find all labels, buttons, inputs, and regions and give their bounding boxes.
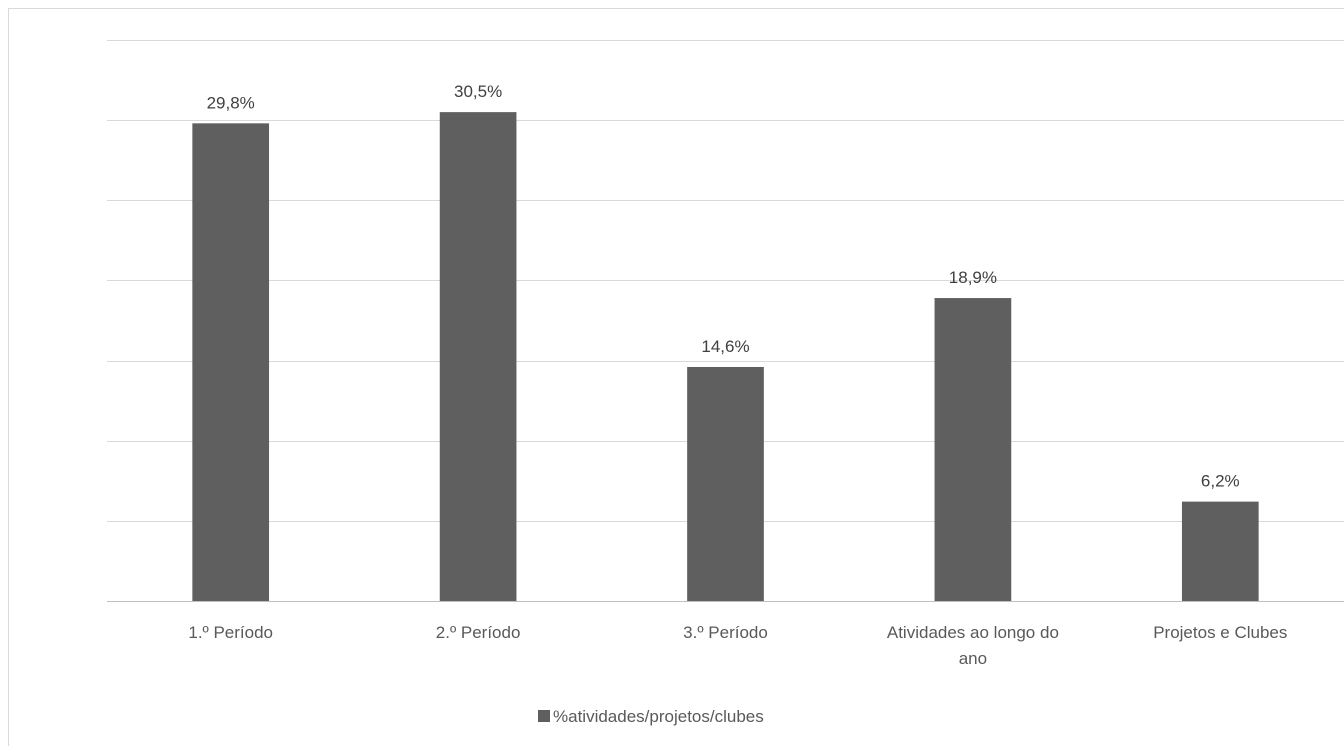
category-label: Atividades ao longo do: [887, 623, 1059, 642]
bars: [192, 112, 1259, 601]
bar: [687, 366, 764, 601]
category-label: 2.º Período: [436, 623, 521, 642]
category-label: Projetos e Clubes: [1153, 623, 1287, 642]
data-label: 30,5%: [454, 82, 502, 101]
data-label: 18,9%: [949, 268, 997, 287]
data-label: 29,8%: [207, 93, 255, 112]
category-labels: 1.º Período 2.º Período 3.º Período Ativida…: [188, 623, 1287, 668]
data-label: 14,6%: [701, 337, 749, 356]
category-label: 3.º Período: [683, 623, 768, 642]
bar: [439, 112, 517, 601]
data-labels: 29,8% 30,5% 14,6% 18,9% 6,2%: [207, 82, 1240, 490]
legend-label: %atividades/projetos/clubes: [553, 707, 764, 726]
category-label: 1.º Período: [188, 623, 273, 642]
legend-swatch: [538, 710, 550, 722]
bar: [934, 298, 1012, 601]
legend: %atividades/projetos/clubes: [538, 707, 764, 726]
category-label: ano: [959, 649, 987, 668]
bar: [192, 123, 270, 601]
bar: [1181, 501, 1259, 601]
data-label: 6,2%: [1201, 472, 1240, 491]
